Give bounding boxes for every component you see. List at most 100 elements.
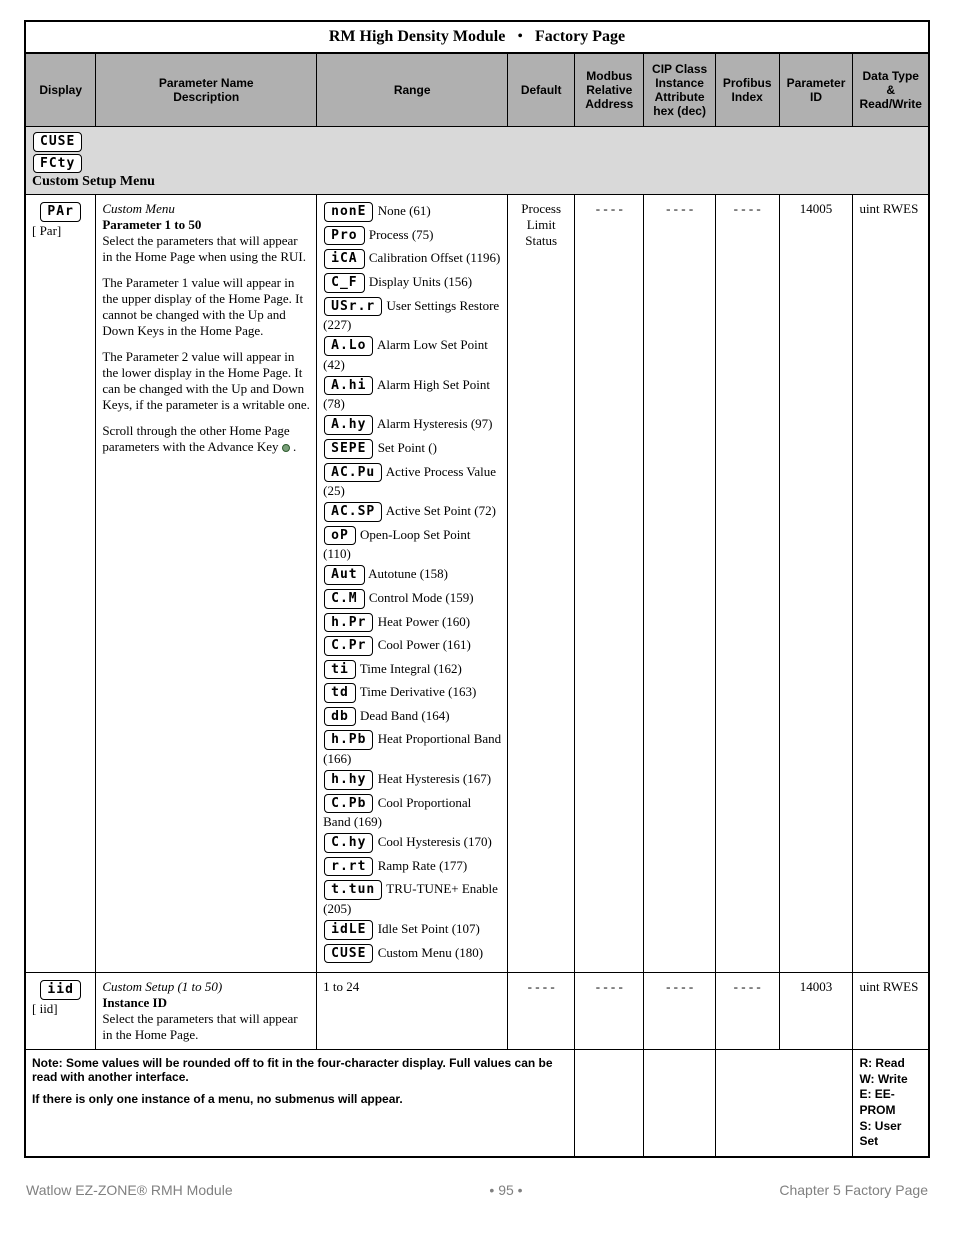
- cell-profibus: - - - -: [715, 973, 779, 1050]
- range-item: C.M Control Mode (159): [323, 588, 501, 610]
- range-seg: t.tun: [324, 880, 382, 900]
- note-empty-3: [715, 1050, 853, 1157]
- section-seg1: CUSE: [33, 132, 82, 152]
- cell-pid: 14005: [779, 195, 853, 973]
- range-seg: r.rt: [324, 857, 373, 877]
- param-bold: Parameter 1 to 50: [102, 217, 310, 233]
- hdr-cip: CIP Class Instance Attribute hex (dec): [644, 53, 715, 127]
- cell-range: nonE None (61) Pro Process (75) iCA Cali…: [317, 195, 508, 973]
- range-seg: AC.SP: [324, 502, 382, 522]
- range-item: A.Lo Alarm Low Set Point (42): [323, 335, 501, 373]
- cell-display: iid [ iid]: [25, 973, 96, 1050]
- range-item: oP Open-Loop Set Point (110): [323, 525, 501, 563]
- note-line2: If there is only one instance of a menu,…: [32, 1092, 568, 1106]
- param-italic: Custom Setup (1 to 50): [102, 979, 310, 995]
- display-sub: [ iid]: [32, 1001, 89, 1017]
- cell-param: Custom Setup (1 to 50) Instance ID Selec…: [96, 973, 317, 1050]
- cell-default: - - - -: [508, 973, 575, 1050]
- cell-default: Process Limit Status: [508, 195, 575, 973]
- range-text: Display Units (156): [366, 274, 473, 289]
- hdr-display: Display: [25, 53, 96, 127]
- range-item: A.hy Alarm Hysteresis (97): [323, 414, 501, 436]
- section-label: Custom Setup Menu: [32, 174, 922, 190]
- range-seg: C_F: [324, 273, 364, 293]
- range-text: Idle Set Point (107): [374, 921, 479, 936]
- title-page: Factory Page: [535, 28, 625, 45]
- range-seg: C.hy: [324, 833, 373, 853]
- param-p3: The Parameter 2 value will appear in the…: [102, 349, 310, 413]
- range-text: Alarm Hysteresis (97): [374, 416, 492, 431]
- note-row: Note: Some values will be rounded off to…: [25, 1050, 929, 1157]
- range-seg: iCA: [324, 249, 364, 269]
- cell-profibus: - - - -: [715, 195, 779, 973]
- note-line1: Note: Some values will be rounded off to…: [32, 1056, 568, 1084]
- range-item: C_F Display Units (156): [323, 272, 501, 294]
- cell-modbus: - - - -: [575, 973, 644, 1050]
- range-text: Heat Hysteresis (167): [374, 771, 491, 786]
- range-text: Control Mode (159): [366, 590, 474, 605]
- range-seg: A.Lo: [324, 336, 373, 356]
- table-row: iid [ iid] Custom Setup (1 to 50) Instan…: [25, 973, 929, 1050]
- range-text: Cool Hysteresis (170): [374, 834, 491, 849]
- range-item: CUSE Custom Menu (180): [323, 943, 501, 965]
- note-left: Note: Some values will be rounded off to…: [25, 1050, 575, 1157]
- note-empty-2: [644, 1050, 715, 1157]
- footer-mid: • 95 •: [489, 1182, 522, 1198]
- range-text: Time Derivative (163): [357, 684, 477, 699]
- cell-cip: - - - -: [644, 973, 715, 1050]
- range-item: h.Pb Heat Proportional Band (166): [323, 729, 501, 767]
- range-item: USr.r User Settings Restore (227): [323, 296, 501, 334]
- param-p1: Select the parameters that will appear i…: [102, 233, 310, 265]
- range-seg: h.Pr: [324, 613, 373, 633]
- title-module: RM High Density Module: [329, 28, 505, 45]
- display-seg: iid: [40, 980, 80, 1000]
- range-seg: h.hy: [324, 770, 373, 790]
- range-seg: db: [324, 707, 356, 727]
- range-seg: td: [324, 683, 356, 703]
- range-item: C.Pb Cool Proportional Band (169): [323, 793, 501, 831]
- range-seg: A.hi: [324, 376, 373, 396]
- range-item: A.hi Alarm High Set Point (78): [323, 375, 501, 413]
- param-p1: Select the parameters that will appear i…: [102, 1011, 310, 1043]
- table-row: PAr [ Par] Custom Menu Parameter 1 to 50…: [25, 195, 929, 973]
- footer: Watlow EZ-ZONE® RMH Module • 95 • Chapte…: [24, 1182, 930, 1198]
- hdr-param: Parameter NameDescription: [96, 53, 317, 127]
- title-row: RM High Density Module • Factory Page: [25, 21, 929, 53]
- range-item: AC.Pu Active Process Value (25): [323, 462, 501, 500]
- cell-display: PAr [ Par]: [25, 195, 96, 973]
- display-seg: PAr: [40, 202, 80, 222]
- range-text: Set Point (): [374, 440, 436, 455]
- section-row: CUSE FCty Custom Setup Menu: [25, 127, 929, 195]
- hdr-pid: Parameter ID: [779, 53, 853, 127]
- range-seg: ti: [324, 660, 356, 680]
- range-text: Active Set Point (72): [383, 503, 496, 518]
- range-item: Pro Process (75): [323, 225, 501, 247]
- cell-range: 1 to 24: [317, 973, 508, 1050]
- range-text: Cool Power (161): [374, 637, 470, 652]
- range-text: Dead Band (164): [357, 708, 450, 723]
- range-seg: USr.r: [324, 297, 382, 317]
- range-seg: SEPE: [324, 439, 373, 459]
- range-text: Custom Menu (180): [374, 944, 483, 959]
- cell-modbus: - - - -: [575, 195, 644, 973]
- hdr-profibus: Profibus Index: [715, 53, 779, 127]
- range-item: h.hy Heat Hysteresis (167): [323, 769, 501, 791]
- range-item: AC.SP Active Set Point (72): [323, 501, 501, 523]
- range-seg: C.M: [324, 589, 364, 609]
- range-seg: AC.Pu: [324, 463, 382, 483]
- hdr-range: Range: [317, 53, 508, 127]
- note-right: R: Read W: Write E: EE-PROM S: User Set: [853, 1050, 929, 1157]
- range-item: Aut Autotune (158): [323, 564, 501, 586]
- advance-key-icon: [282, 444, 290, 452]
- header-row: Display Parameter NameDescription Range …: [25, 53, 929, 127]
- range-item: C.hy Cool Hysteresis (170): [323, 832, 501, 854]
- param-p2: The Parameter 1 value will appear in the…: [102, 275, 310, 339]
- range-seg: Aut: [324, 565, 364, 585]
- param-bold: Instance ID: [102, 995, 310, 1011]
- range-item: nonE None (61): [323, 201, 501, 223]
- param-p4: Scroll through the other Home Page param…: [102, 423, 310, 455]
- display-sub: [ Par]: [32, 223, 89, 239]
- hdr-default: Default: [508, 53, 575, 127]
- range-item: iCA Calibration Offset (1196): [323, 248, 501, 270]
- param-italic: Custom Menu: [102, 201, 310, 217]
